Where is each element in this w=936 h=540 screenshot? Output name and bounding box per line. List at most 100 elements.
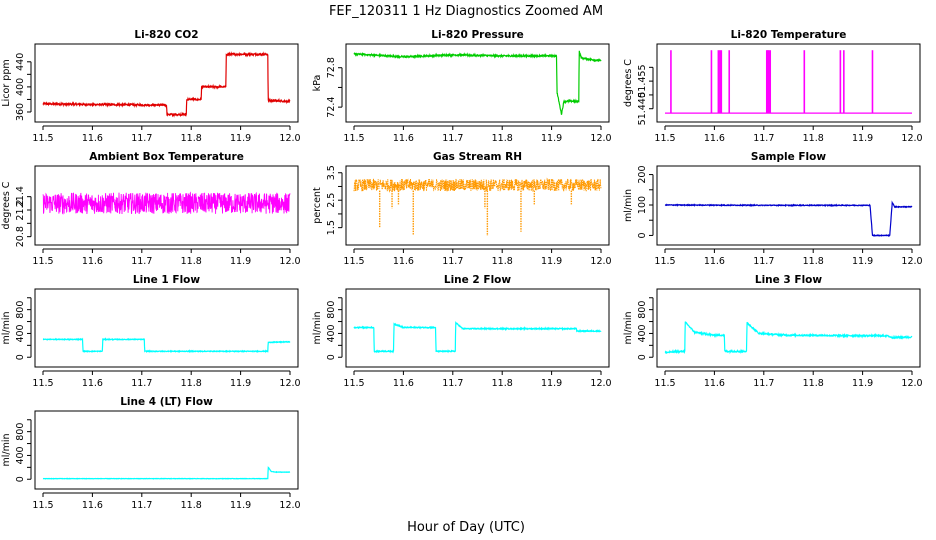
x-tick-label: 11.8 xyxy=(181,378,202,389)
x-tick-label: 11.6 xyxy=(82,500,103,511)
data-layer xyxy=(42,466,291,480)
plot-frame xyxy=(34,410,299,490)
data-layer xyxy=(42,51,291,118)
y-axis-label: kPa xyxy=(312,75,323,92)
panel-2: Li-820 Pressure 11.5 11.6 11.7 11.8 11.9 12.0 7… xyxy=(312,29,612,144)
x-tick-label: 11.5 xyxy=(343,256,364,267)
x-tick-label: 11.8 xyxy=(803,133,824,144)
x-tick-label: 11.7 xyxy=(131,378,152,389)
x-tick-label: 11.9 xyxy=(230,500,251,511)
x-tick-label: 11.8 xyxy=(181,133,202,144)
x-tick-label: 12.0 xyxy=(590,378,611,389)
y-tick-label: 100 xyxy=(637,196,648,214)
y-tick-label: 51.440 xyxy=(637,92,648,125)
x-tick-label: 11.6 xyxy=(82,378,103,389)
plot-frame xyxy=(656,288,921,368)
x-tick-label: 12.0 xyxy=(279,378,300,389)
y-tick-label: 72.4 xyxy=(326,97,337,118)
x-tick-label: 12.0 xyxy=(590,256,611,267)
y-tick-label: 200 xyxy=(637,165,648,183)
plot-frame xyxy=(34,43,299,123)
series-line xyxy=(353,50,602,115)
y-tick-label: 0 xyxy=(637,232,648,238)
y-tick-label: 400 xyxy=(15,78,26,96)
panels-grid: Li-820 CO2 11.5 11.6 11.7 11.8 11.9 12.0 360 400… xyxy=(1,29,923,511)
data-layer xyxy=(42,191,291,215)
panel-title: Line 3 Flow xyxy=(755,274,822,286)
plot-frame xyxy=(345,288,610,368)
x-tick-label: 11.6 xyxy=(393,378,414,389)
panel-title: Li-820 CO2 xyxy=(134,29,198,41)
data-layer xyxy=(42,337,291,354)
x-tick-label: 11.7 xyxy=(753,378,774,389)
x-tick-label: 11.9 xyxy=(230,378,251,389)
panel-4: Ambient Box Temperature 11.5 11.6 11.7 11.8 1… xyxy=(1,151,301,267)
panel-title: Line 4 (LT) Flow xyxy=(120,396,213,408)
data-layer xyxy=(353,177,602,236)
x-tick-label: 11.7 xyxy=(442,133,463,144)
plot-frame xyxy=(34,288,299,368)
x-tick-label: 11.6 xyxy=(704,133,725,144)
x-tick-label: 11.5 xyxy=(32,500,53,511)
series-line xyxy=(42,191,291,215)
panel-9: Line 3 Flow 11.5 11.6 11.7 11.8 11.9 12.0 0 400 8… xyxy=(623,274,923,389)
data-layer xyxy=(665,50,912,114)
y-axis-label: percent xyxy=(312,187,323,224)
x-tick-label: 11.9 xyxy=(852,256,873,267)
x-tick-label: 11.7 xyxy=(442,256,463,267)
y-axis-label: ml/min xyxy=(623,189,634,222)
x-tick-label: 11.5 xyxy=(32,133,53,144)
plot-frame xyxy=(345,43,610,123)
panel-5: Gas Stream RH 11.5 11.6 11.7 11.8 11.9 12.0 1.5… xyxy=(312,151,612,267)
data-layer xyxy=(353,320,602,354)
y-tick-label: 20.8 xyxy=(15,226,26,247)
x-tick-label: 11.5 xyxy=(343,378,364,389)
x-tick-label: 11.8 xyxy=(492,378,513,389)
x-tick-label: 11.5 xyxy=(32,256,53,267)
plot-frame xyxy=(656,43,921,123)
y-tick-label: 440 xyxy=(15,53,26,71)
panel-title: Line 1 Flow xyxy=(133,274,200,286)
y-tick-label: 400 xyxy=(637,324,648,342)
panel-title: Line 2 Flow xyxy=(444,274,511,286)
series-line xyxy=(664,321,913,355)
plot-frame xyxy=(34,165,299,246)
panel-3: Li-820 Temperature 11.5 11.6 11.7 11.8 11.9 12… xyxy=(623,29,923,144)
x-tick-label: 11.8 xyxy=(492,133,513,144)
x-tick-label: 11.9 xyxy=(541,133,562,144)
x-tick-label: 12.0 xyxy=(279,500,300,511)
x-tick-label: 11.6 xyxy=(704,378,725,389)
series-line xyxy=(353,320,602,354)
plot-frame xyxy=(345,165,610,246)
y-tick-label: 21.2 xyxy=(15,199,26,220)
y-tick-label: 72.8 xyxy=(326,57,337,78)
y-tick-label: 0 xyxy=(326,354,337,360)
figure-title: FEF_120311 1 Hz Diagnostics Zoomed AM xyxy=(329,4,603,19)
panel-6: Sample Flow 11.5 11.6 11.7 11.8 11.9 12.0 0 100 2… xyxy=(623,151,923,267)
x-tick-label: 11.7 xyxy=(753,133,774,144)
x-tick-label: 11.5 xyxy=(654,378,675,389)
panel-title: Li-820 Temperature xyxy=(731,29,847,41)
y-axis-label: ml/min xyxy=(1,311,12,344)
y-tick-label: 800 xyxy=(15,301,26,319)
y-tick-label: 2.5 xyxy=(326,193,337,208)
x-tick-label: 11.9 xyxy=(541,256,562,267)
x-tick-label: 11.5 xyxy=(654,256,675,267)
y-tick-label: 51.455 xyxy=(637,64,648,97)
x-tick-label: 11.5 xyxy=(343,133,364,144)
y-tick-label: 800 xyxy=(326,301,337,319)
panel-title: Li-820 Pressure xyxy=(431,29,524,41)
x-tick-label: 11.8 xyxy=(803,256,824,267)
y-tick-label: 0 xyxy=(15,476,26,482)
x-tick-label: 12.0 xyxy=(279,133,300,144)
x-tick-label: 12.0 xyxy=(901,133,922,144)
x-tick-label: 11.8 xyxy=(803,378,824,389)
x-tick-label: 11.5 xyxy=(654,133,675,144)
y-tick-label: 3.5 xyxy=(326,165,337,180)
x-tick-label: 11.7 xyxy=(753,256,774,267)
panel-7: Line 1 Flow 11.5 11.6 11.7 11.8 11.9 12.0 0 400 8… xyxy=(1,274,301,389)
y-axis-label: degrees C xyxy=(623,59,634,107)
panel-1: Li-820 CO2 11.5 11.6 11.7 11.8 11.9 12.0 360 400… xyxy=(1,29,301,144)
series-line xyxy=(42,466,291,480)
y-axis-label: ml/min xyxy=(312,311,323,344)
